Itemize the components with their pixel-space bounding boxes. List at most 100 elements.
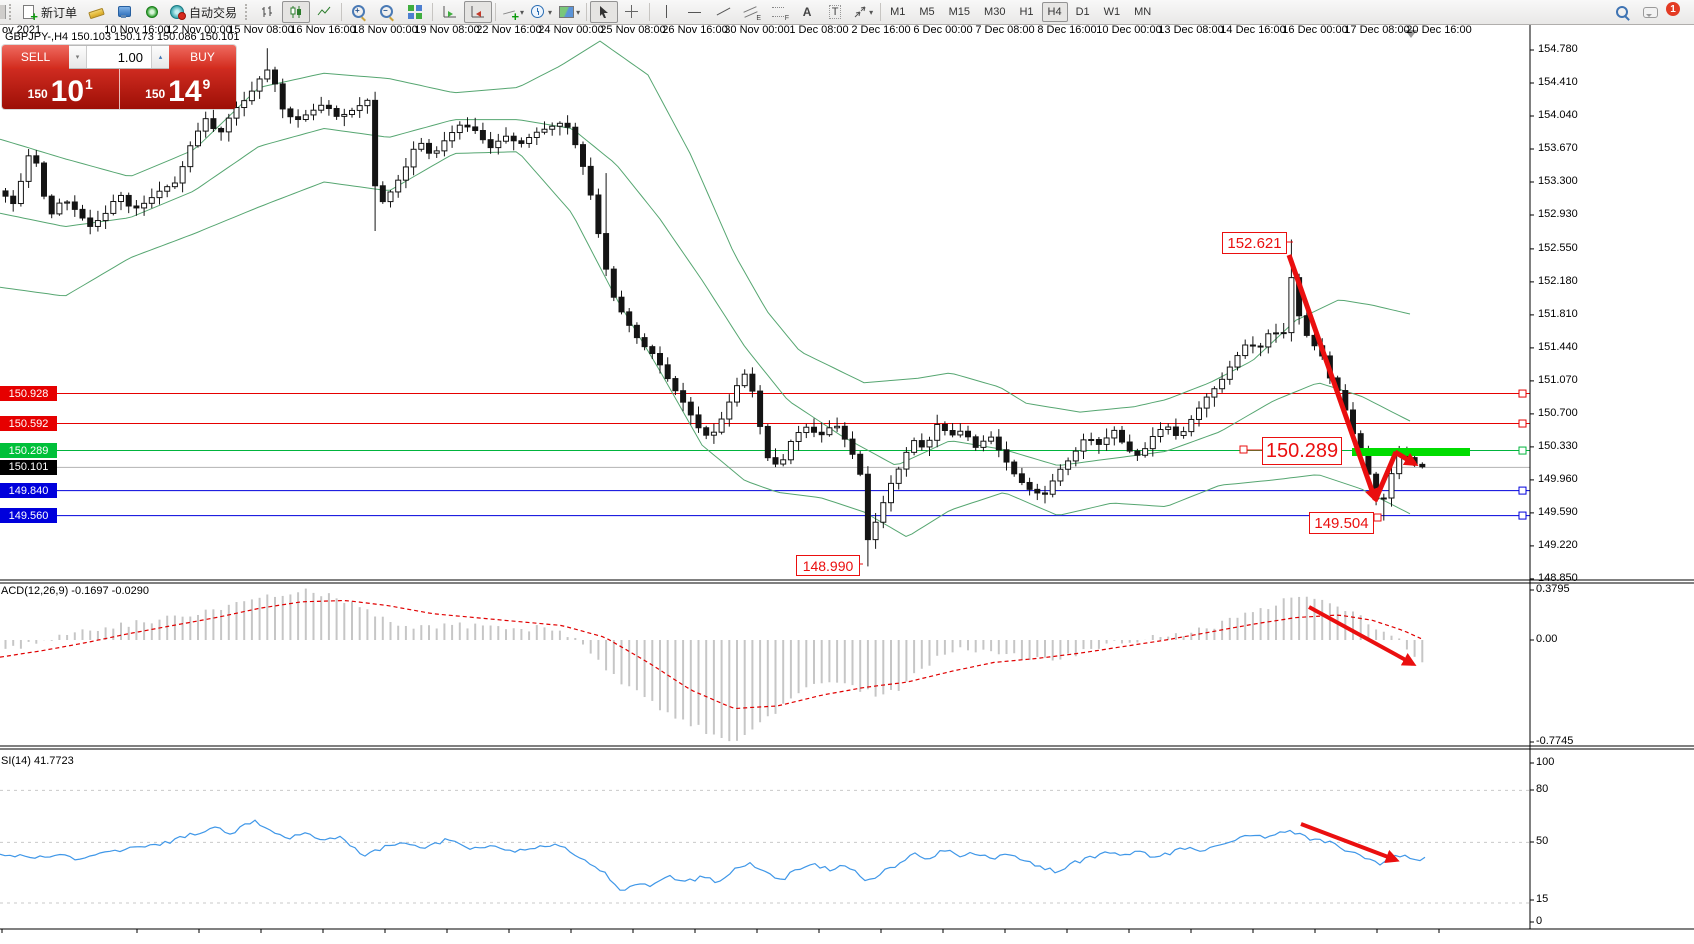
volume-input[interactable]	[87, 46, 151, 68]
level-handle	[1518, 486, 1527, 495]
timeframe-h1[interactable]: H1	[1019, 6, 1034, 18]
candles-chart-button[interactable]	[282, 1, 311, 23]
chevron-down-icon[interactable]: ▾	[520, 7, 525, 17]
candle-body	[1242, 344, 1249, 357]
search-icon	[1614, 4, 1630, 20]
timeframe-w1[interactable]: W1	[1103, 6, 1121, 18]
timeframe-m1[interactable]: M1	[890, 6, 906, 18]
candle-body	[764, 425, 771, 459]
candle-body	[995, 436, 1002, 451]
timeframe-d1[interactable]: D1	[1075, 6, 1090, 18]
candle-body	[472, 126, 479, 132]
candle-body	[256, 78, 263, 92]
candle-body	[911, 440, 918, 453]
channel-button[interactable]: E	[737, 1, 765, 23]
line-chart-button[interactable]	[310, 1, 338, 23]
trendline-button[interactable]	[709, 1, 737, 23]
candle-body	[710, 431, 717, 436]
macd-arrow	[1308, 605, 1417, 666]
text-button[interactable]: A	[793, 1, 821, 23]
toolbar-separator	[495, 3, 497, 21]
signals-button[interactable]	[138, 1, 166, 23]
timeframe-mn[interactable]: MN	[1134, 6, 1152, 18]
chevron-down-icon[interactable]: ▾	[869, 7, 874, 17]
tile-windows-button[interactable]	[401, 1, 429, 23]
candle-body	[849, 438, 856, 455]
volume-increase-button[interactable]: ▴	[151, 46, 169, 68]
timeframe-h4[interactable]: H4	[1041, 2, 1068, 22]
crayon-button[interactable]	[82, 1, 110, 23]
chart-canvas[interactable]	[0, 24, 1694, 944]
toolbar-separator	[649, 3, 651, 21]
candle-body	[1080, 439, 1087, 452]
candle-body	[1126, 441, 1133, 452]
candle-body	[664, 364, 671, 380]
rsi-arrow	[1300, 822, 1400, 864]
clipped-icon	[0, 5, 6, 19]
vertical-line-button[interactable]	[653, 1, 681, 23]
candle-body	[17, 180, 24, 205]
candle-body	[418, 142, 425, 150]
candle-body	[10, 195, 17, 205]
candle-body	[1380, 497, 1387, 500]
candle-body	[1165, 426, 1172, 430]
candle-body	[272, 69, 278, 85]
indicators-button[interactable]: ▾	[499, 1, 527, 25]
notification-badge[interactable]: 1	[1666, 2, 1680, 16]
arrows-button[interactable]: ▾	[849, 1, 877, 23]
horizontal-line-button[interactable]	[681, 1, 709, 23]
sell-button[interactable]: SELL	[2, 45, 69, 69]
chart-area[interactable]: GBPJPY-,H4 150.103 150.173 150.086 150.1…	[0, 24, 1694, 944]
notifications-button[interactable]	[1636, 1, 1664, 23]
toolbar-separator	[586, 3, 588, 21]
zoom-out-icon: −	[379, 4, 395, 20]
chevron-down-icon[interactable]: ▾	[576, 7, 581, 17]
vertical-line-icon	[659, 4, 675, 20]
candle-body	[210, 118, 217, 129]
buy-price-sup: 9	[202, 76, 211, 92]
candle-body	[1003, 449, 1010, 463]
volume-decrease-button[interactable]: ▾	[69, 46, 87, 68]
auto-scroll-button[interactable]	[436, 1, 464, 23]
zoom-out-button[interactable]: −	[373, 1, 401, 23]
candle-body	[1303, 315, 1310, 336]
candle-body	[1249, 344, 1256, 347]
candle-body	[941, 423, 948, 432]
new-order-button[interactable]: 新订单	[18, 1, 82, 24]
chart-shift-button[interactable]	[464, 1, 493, 23]
timeframe-m5[interactable]: M5	[919, 6, 935, 18]
bars-chart-button[interactable]	[254, 1, 282, 23]
candle-body	[441, 140, 448, 152]
chart-shift-marker[interactable]	[1405, 30, 1417, 38]
text-label-button[interactable]: T	[821, 1, 849, 23]
candle-body	[1111, 429, 1118, 439]
autotrading-button[interactable]: 自动交易	[166, 1, 242, 23]
candle-body	[649, 346, 656, 355]
sell-price-button[interactable]: 150 10 1	[2, 69, 120, 109]
candle-body	[903, 451, 910, 470]
autotrading-icon	[169, 4, 187, 20]
toolbar-grip	[245, 4, 251, 20]
candle-body	[1119, 429, 1125, 443]
zoom-in-button[interactable]: +	[345, 1, 373, 23]
buy-button[interactable]: BUY	[169, 45, 236, 69]
candle-body	[1196, 407, 1202, 420]
templates-button[interactable]: ▾	[555, 1, 583, 23]
candle-body	[164, 186, 171, 192]
depth-of-market-button[interactable]	[110, 1, 138, 23]
crosshair-button[interactable]	[618, 1, 646, 23]
candle-body	[595, 194, 602, 235]
candle-body	[895, 468, 902, 484]
macd-signal-line	[0, 599, 1422, 710]
search-button[interactable]	[1608, 1, 1636, 23]
buy-price-button[interactable]: 150 14 9	[120, 69, 237, 109]
periods-button[interactable]: ▾	[527, 1, 555, 23]
timeframe-m15[interactable]: M15	[948, 6, 971, 18]
candle-body	[218, 127, 225, 133]
fibonacci-button[interactable]: F	[765, 1, 793, 23]
candle-body	[264, 69, 271, 80]
chevron-down-icon[interactable]: ▾	[548, 7, 553, 17]
candle-body	[749, 373, 756, 392]
cursor-button[interactable]	[590, 1, 619, 23]
timeframe-m30[interactable]: M30	[984, 6, 1006, 18]
